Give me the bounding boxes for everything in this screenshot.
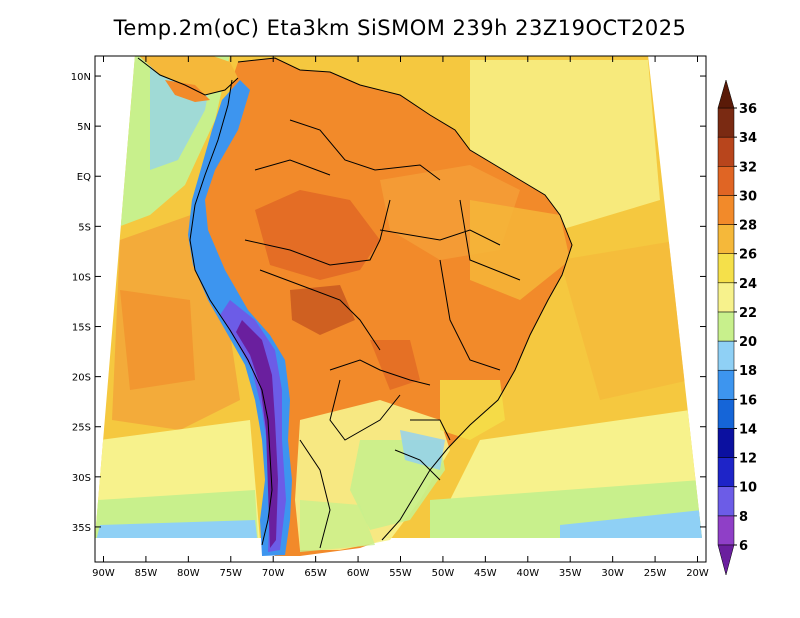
lat-tick-label: 5S xyxy=(78,222,91,233)
colorbar-label: 10 xyxy=(739,481,757,496)
colorbar-label: 14 xyxy=(739,422,757,437)
colorbar-segment xyxy=(717,311,735,342)
lat-tick-label: 20S xyxy=(72,373,91,384)
colorbar: 6 8 10 12 14 16 18 20 22 24 26 28 30 32 34 36 xyxy=(717,79,757,576)
colorbar-label: 18 xyxy=(739,364,757,379)
colorbar-label: 26 xyxy=(739,248,757,263)
colorbar-segment xyxy=(717,399,735,429)
temperature-field xyxy=(95,56,706,562)
country-borders xyxy=(189,57,573,549)
colorbar-label: 20 xyxy=(739,335,757,350)
colorbar-label: 28 xyxy=(739,219,757,234)
lat-tick-label: 5N xyxy=(77,122,91,133)
colorbar-label: 16 xyxy=(739,393,757,408)
colorbar-label: 22 xyxy=(739,306,757,321)
map-title: Temp.2m(oC) Eta3km SiSMOM 239h 23Z19OCT2… xyxy=(113,16,687,40)
colorbar-label: 36 xyxy=(739,102,757,117)
lon-tick-label: 65W xyxy=(304,568,327,579)
lat-tick-label: 25S xyxy=(72,423,91,434)
lon-tick-label: 70W xyxy=(262,568,285,579)
lon-tick-label: 60W xyxy=(347,568,370,579)
lon-tick-label: 35W xyxy=(559,568,582,579)
colorbar-label: 6 xyxy=(739,539,748,554)
lon-tick-label: 40W xyxy=(516,568,539,579)
colorbar-segment xyxy=(717,515,735,546)
colorbar-segment xyxy=(717,224,735,254)
lat-tick-label: 10S xyxy=(72,272,91,283)
lat-tick-label: 10N xyxy=(71,72,91,83)
colorbar-segment xyxy=(717,486,735,517)
colorbar-segment xyxy=(717,136,735,167)
colorbar-segment xyxy=(717,195,735,225)
land-field xyxy=(139,56,572,556)
colorbar-label: 12 xyxy=(739,452,757,467)
lon-tick-label: 85W xyxy=(135,568,158,579)
colorbar-underflow xyxy=(717,544,735,576)
lon-tick-label: 75W xyxy=(219,568,242,579)
colorbar-segment xyxy=(717,369,735,400)
lat-tick-label: 30S xyxy=(72,473,91,484)
colorbar-segment xyxy=(717,428,735,458)
longitude-axis: 90W 85W 80W 75W 70W 65W 60W 55W 50W 45W 40W 35W 30W 2… xyxy=(92,56,709,579)
colorbar-segment xyxy=(717,457,735,487)
colorbar-label: 30 xyxy=(739,189,757,204)
lon-tick-label: 80W xyxy=(177,568,200,579)
lon-tick-label: 20W xyxy=(686,568,709,579)
colorbar-overflow xyxy=(717,79,735,109)
colorbar-label: 32 xyxy=(739,160,757,175)
lon-tick-label: 45W xyxy=(474,568,497,579)
lon-tick-label: 50W xyxy=(432,568,455,579)
lon-tick-label: 55W xyxy=(389,568,412,579)
lat-tick-label: 35S xyxy=(72,523,91,534)
colorbar-label: 24 xyxy=(739,277,757,292)
colorbar-label: 34 xyxy=(739,131,757,146)
latitude-axis: 10N 5N EQ 5S 10S 15S 20S 25S 30S 35S xyxy=(71,72,706,534)
colorbar-segment xyxy=(717,166,735,196)
colorbar-label: 8 xyxy=(739,510,748,525)
lat-tick-label: 15S xyxy=(72,323,91,334)
colorbar-segment xyxy=(717,253,735,284)
lon-tick-label: 25W xyxy=(644,568,667,579)
lat-tick-label: EQ xyxy=(77,172,91,183)
colorbar-segment xyxy=(717,107,735,138)
lon-tick-label: 30W xyxy=(601,568,624,579)
colorbar-segment xyxy=(717,340,735,371)
colorbar-segment xyxy=(717,282,735,313)
lon-tick-label: 90W xyxy=(92,568,115,579)
